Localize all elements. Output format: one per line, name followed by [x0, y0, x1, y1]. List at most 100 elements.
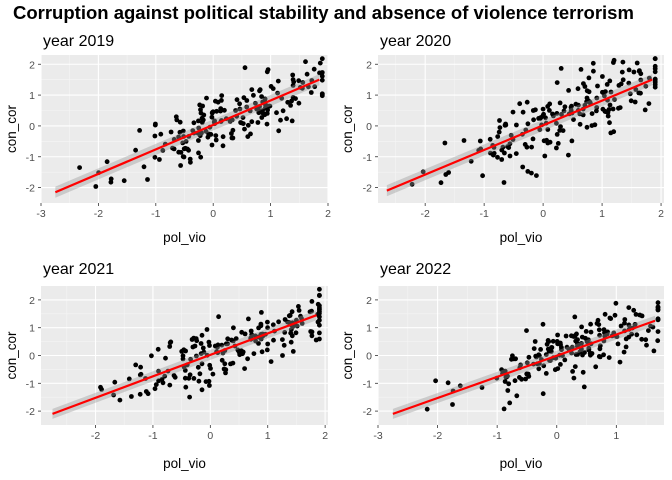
data-point [271, 337, 276, 343]
data-point [626, 80, 632, 86]
data-point [626, 322, 632, 328]
data-point [646, 328, 651, 333]
data-point [505, 144, 510, 150]
data-point [545, 104, 551, 109]
data-point [502, 379, 508, 384]
data-point [296, 78, 302, 84]
data-point [319, 56, 325, 62]
data-point [256, 341, 261, 346]
data-point [317, 330, 322, 336]
data-point [596, 354, 602, 359]
data-point [293, 330, 299, 336]
data-point [626, 67, 632, 73]
data-point [655, 329, 661, 334]
data-point [525, 121, 531, 127]
data-point [245, 134, 251, 140]
data-point [137, 372, 143, 378]
data-point [225, 341, 231, 347]
data-point [268, 359, 274, 364]
data-point [618, 81, 624, 87]
y-tick-label: -1 [363, 378, 372, 390]
data-point [262, 112, 268, 118]
data-point [580, 369, 586, 375]
data-point [285, 99, 291, 105]
data-point [285, 319, 290, 325]
data-point [562, 104, 568, 110]
data-point [258, 321, 264, 327]
data-point [559, 347, 564, 353]
data-point [638, 71, 644, 77]
data-point [543, 371, 549, 376]
data-point [655, 300, 661, 306]
data-point [607, 120, 612, 126]
data-point [196, 138, 201, 143]
data-point [499, 367, 504, 373]
data-point [433, 378, 438, 384]
data-point [520, 109, 526, 115]
data-point [112, 379, 118, 385]
data-point [593, 364, 599, 370]
data-point [495, 154, 500, 160]
data-point [274, 110, 279, 116]
data-point [230, 360, 236, 366]
data-point [618, 323, 624, 329]
data-point [313, 337, 319, 343]
data-point [219, 342, 225, 348]
data-point [566, 152, 571, 158]
data-point [190, 344, 196, 350]
data-point [558, 66, 564, 71]
x-tick-label: 1 [613, 430, 619, 442]
data-point [579, 324, 584, 330]
data-point [240, 121, 246, 126]
data-point [564, 344, 570, 350]
data-point [223, 370, 228, 376]
data-point [581, 81, 586, 86]
data-point [608, 316, 614, 321]
data-point [289, 98, 294, 104]
data-point [517, 101, 523, 107]
data-point [259, 349, 265, 355]
data-point [501, 406, 507, 412]
chart-main-title: Corruption against political stability a… [13, 2, 634, 23]
data-point [234, 97, 240, 103]
data-point [287, 313, 293, 318]
data-point [513, 151, 519, 157]
y-tick-label: 1 [366, 323, 372, 335]
data-point [213, 137, 219, 143]
data-point [163, 355, 168, 361]
data-point [195, 364, 201, 370]
data-point [558, 342, 563, 347]
data-point [604, 331, 610, 337]
y-tick-label: 2 [29, 295, 35, 307]
regression-line [392, 319, 656, 415]
data-point [207, 383, 212, 388]
data-point [606, 355, 612, 360]
data-point [629, 331, 634, 337]
data-point [237, 101, 243, 107]
data-point [646, 101, 652, 106]
data-point [632, 99, 638, 105]
data-point [537, 127, 543, 133]
data-point [220, 350, 226, 356]
data-point [214, 108, 220, 114]
data-point [137, 127, 143, 133]
data-point [605, 113, 611, 119]
data-point [652, 63, 658, 69]
data-point [275, 90, 280, 96]
data-point [227, 119, 233, 124]
data-point [562, 357, 568, 363]
data-point [158, 131, 164, 137]
data-point [255, 120, 261, 125]
data-point [510, 353, 515, 359]
data-point [319, 77, 325, 83]
data-point [612, 97, 617, 102]
data-point [126, 376, 132, 382]
data-point [655, 338, 661, 344]
data-point [557, 100, 563, 106]
data-point [193, 336, 199, 341]
data-point [178, 163, 184, 168]
data-point [442, 140, 448, 146]
data-point [245, 356, 251, 362]
data-point [317, 60, 323, 66]
